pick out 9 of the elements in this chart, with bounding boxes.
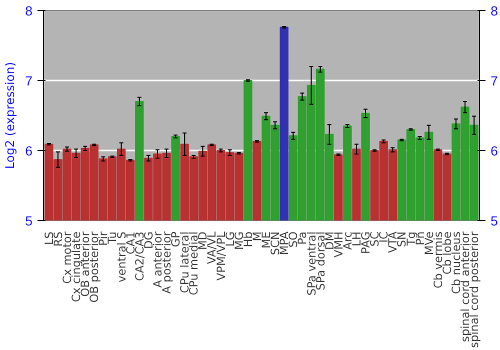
y2-tick-label: 8 (490, 4, 498, 18)
y-tick-label: 7 (25, 74, 33, 88)
y-tick-label: 5 (25, 214, 33, 228)
y2-tick-label: 5 (490, 214, 498, 228)
y2-tick-label: 6 (490, 144, 498, 158)
y-tick-label: 8 (25, 4, 33, 18)
y-axis-title: Log2 (expression) (3, 62, 18, 169)
y2-tick-label: 7 (490, 74, 498, 88)
y-tick-label: 6 (25, 144, 33, 158)
